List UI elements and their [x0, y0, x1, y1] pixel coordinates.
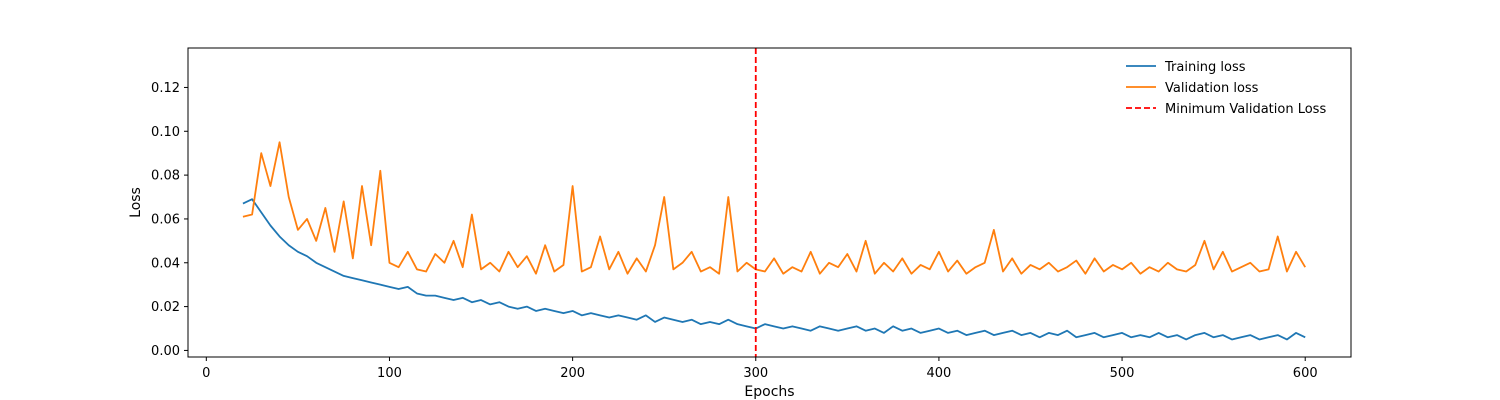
- axes-frame: [187, 47, 1352, 358]
- x-tick-label: 400: [926, 366, 951, 381]
- x-axis-label: Epochs: [744, 384, 794, 400]
- plot-area: [187, 47, 1352, 358]
- y-tick-label: 0.10: [151, 125, 180, 140]
- x-tick-label: 500: [1110, 366, 1135, 381]
- y-axis-ticks: 0.00 0.02 0.04 0.06 0.08 0.10 0.12: [151, 81, 188, 359]
- legend-label-validation-loss: Validation loss: [1165, 81, 1259, 96]
- x-axis-ticks: 0 100 200 300 400 500 600: [202, 357, 1318, 381]
- x-tick-label: 0: [202, 366, 210, 381]
- legend: Training loss Validation loss Minimum Va…: [1126, 60, 1326, 117]
- x-tick-label: 600: [1293, 366, 1318, 381]
- x-tick-label: 300: [743, 366, 768, 381]
- y-tick-label: 0.06: [151, 212, 180, 227]
- legend-label-training-loss: Training loss: [1164, 60, 1246, 75]
- x-tick-label: 100: [377, 366, 402, 381]
- y-axis-label: Loss: [128, 187, 144, 218]
- y-tick-label: 0.02: [151, 300, 180, 315]
- y-tick-label: 0.12: [151, 81, 180, 96]
- series-line-validation-loss: [242, 141, 1306, 275]
- y-tick-label: 0.00: [151, 344, 180, 359]
- y-tick-label: 0.04: [151, 256, 180, 271]
- y-tick-label: 0.08: [151, 169, 180, 184]
- x-tick-label: 200: [560, 366, 585, 381]
- series-line-training-loss: [242, 198, 1306, 341]
- legend-label-min-validation-loss: Minimum Validation Loss: [1165, 102, 1326, 117]
